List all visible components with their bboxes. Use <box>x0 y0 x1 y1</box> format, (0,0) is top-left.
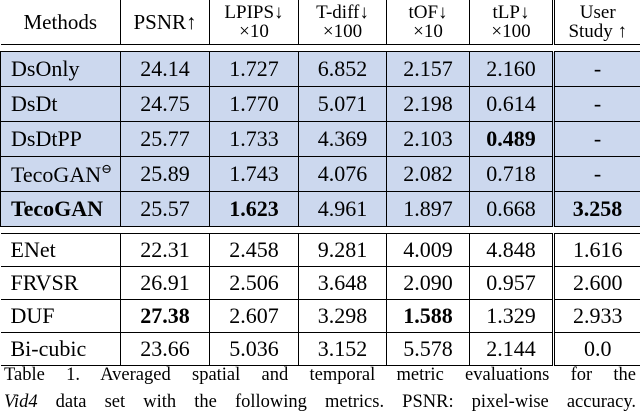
lpips-value: 1.727 <box>209 51 299 87</box>
user-study-value: 1.616 <box>553 233 640 267</box>
tdiff-value: 4.961 <box>298 191 387 227</box>
lpips-value: 1.733 <box>209 121 299 157</box>
tlp-value: 0.489 <box>469 121 555 157</box>
table-row: ENet 22.31 2.458 9.281 4.009 4.848 1.616 <box>0 233 640 267</box>
method-name: DsDt <box>0 86 121 122</box>
tdiff-value: 3.648 <box>298 266 387 300</box>
user-study-value: 2.933 <box>553 299 640 333</box>
user-study-value: 2.600 <box>553 266 640 300</box>
tlp-value: 2.160 <box>469 51 555 87</box>
tdiff-value: 3.152 <box>298 332 387 366</box>
method-name: Bi-cubic <box>0 332 121 366</box>
user-study-value: - <box>553 51 640 87</box>
tdiff-value: 4.076 <box>298 156 387 192</box>
lpips-value: 1.770 <box>209 86 299 122</box>
table-row: DsDt 24.75 1.770 5.071 2.198 0.614 - <box>0 86 640 122</box>
caption-line-1: Table 1. Averaged spatial and temporal m… <box>4 365 636 385</box>
method-name: DsOnly <box>0 51 121 87</box>
psnr-value: 25.89 <box>120 156 210 192</box>
header-methods: Methods <box>0 0 121 45</box>
table-row: FRVSR 26.91 2.506 3.648 2.090 0.957 2.60… <box>0 266 640 300</box>
psnr-value: 24.14 <box>120 51 210 87</box>
method-name: DUF <box>0 299 121 333</box>
method-name: TecoGAN⊖ <box>0 156 121 192</box>
psnr-value: 25.57 <box>120 191 210 227</box>
table-row: TecoGAN 25.57 1.623 4.961 1.897 0.668 3.… <box>0 191 640 227</box>
tof-value: 1.588 <box>386 299 470 333</box>
table-row: TecoGAN⊖ 25.89 1.743 4.076 2.082 0.718 - <box>0 156 640 192</box>
psnr-value: 26.91 <box>120 266 210 300</box>
tof-value: 5.578 <box>386 332 470 366</box>
lpips-value: 1.743 <box>209 156 299 192</box>
tlp-value: 0.614 <box>469 86 555 122</box>
method-name: FRVSR <box>0 266 121 300</box>
method-name: TecoGAN <box>0 191 121 227</box>
header-lpips: LPIPS↓ ×10 <box>209 0 299 45</box>
tdiff-value: 9.281 <box>298 233 387 267</box>
tdiff-value: 3.298 <box>298 299 387 333</box>
header-psnr: PSNR↑ <box>120 0 210 45</box>
tof-value: 2.082 <box>386 156 470 192</box>
lpips-value: 2.607 <box>209 299 299 333</box>
lpips-value: 2.458 <box>209 233 299 267</box>
psnr-value: 24.75 <box>120 86 210 122</box>
table-row: DsOnly 24.14 1.727 6.852 2.157 2.160 - <box>0 51 640 87</box>
lpips-value: 1.623 <box>209 191 299 227</box>
table-row: DUF 27.38 2.607 3.298 1.588 1.329 2.933 <box>0 299 640 333</box>
tlp-value: 0.718 <box>469 156 555 192</box>
tdiff-value: 5.071 <box>298 86 387 122</box>
user-study-value: - <box>553 121 640 157</box>
minus-superscript: ⊖ <box>101 161 113 176</box>
tlp-value: 1.329 <box>469 299 555 333</box>
dataset-name: Vid4 <box>4 392 38 412</box>
table-row: DsDtPP 25.77 1.733 4.369 2.103 0.489 - <box>0 121 640 157</box>
lpips-value: 2.506 <box>209 266 299 300</box>
user-study-value: 3.258 <box>553 191 640 227</box>
tof-value: 2.157 <box>386 51 470 87</box>
header-user-study: User Study ↑ <box>553 0 640 45</box>
tof-value: 1.897 <box>386 191 470 227</box>
psnr-value: 22.31 <box>120 233 210 267</box>
lpips-value: 5.036 <box>209 332 299 366</box>
header-tdiff: T-diff↓ ×100 <box>298 0 387 45</box>
psnr-value: 25.77 <box>120 121 210 157</box>
table-caption: Table 1. Averaged spatial and temporal m… <box>4 362 636 416</box>
tlp-value: 0.957 <box>469 266 555 300</box>
user-study-value: - <box>553 156 640 192</box>
psnr-value: 23.66 <box>120 332 210 366</box>
user-study-value: 0.0 <box>553 332 640 366</box>
tlp-value: 4.848 <box>469 233 555 267</box>
psnr-value: 27.38 <box>120 299 210 333</box>
tof-value: 2.198 <box>386 86 470 122</box>
tdiff-value: 4.369 <box>298 121 387 157</box>
table-row: Bi-cubic 23.66 5.036 3.152 5.578 2.144 0… <box>0 332 640 366</box>
user-study-value: - <box>553 86 640 122</box>
method-name: DsDtPP <box>0 121 121 157</box>
metrics-table: Methods PSNR↑ LPIPS↓ ×10 T-diff↓ ×100 tOF↓… <box>0 0 640 366</box>
header-tlp: tLP↓ ×100 <box>469 0 555 45</box>
tlp-value: 0.668 <box>469 191 555 227</box>
tof-value: 2.103 <box>386 121 470 157</box>
header-tof: tOF↓ ×10 <box>386 0 470 45</box>
caption-line-2: Vid4 data set with the following metrics… <box>4 392 636 412</box>
tlp-value: 2.144 <box>469 332 555 366</box>
method-name: ENet <box>0 233 121 267</box>
tof-value: 4.009 <box>386 233 470 267</box>
header-row: Methods PSNR↑ LPIPS↓ ×10 T-diff↓ ×100 tOF↓… <box>0 0 640 45</box>
tdiff-value: 6.852 <box>298 51 387 87</box>
tof-value: 2.090 <box>386 266 470 300</box>
